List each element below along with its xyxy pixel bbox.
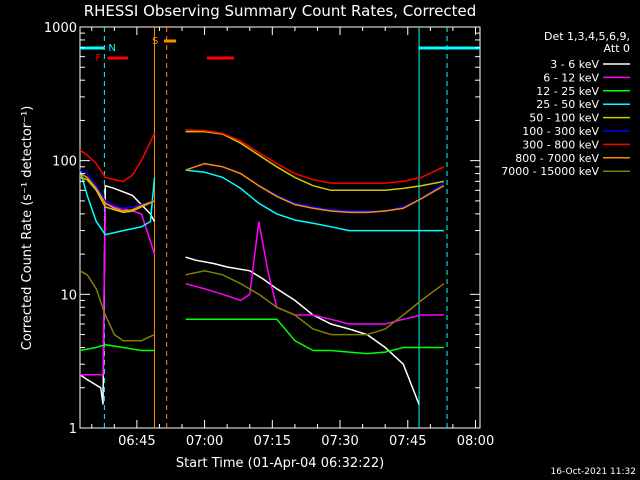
legend-label: 25 - 50 keV <box>536 98 599 111</box>
y-axis-label: Corrected Count Rate (s⁻¹ detector⁻¹) <box>20 106 35 351</box>
series-line <box>79 318 444 355</box>
y-tick-label: 1000 <box>44 21 77 36</box>
flag-label-s: S <box>152 36 158 47</box>
x-tick-label: 07:45 <box>389 434 426 449</box>
series-line <box>79 169 444 236</box>
plot-frame <box>79 26 481 429</box>
y-tick-label: 10 <box>60 288 77 303</box>
series-line <box>79 130 445 214</box>
x-tick-label: 07:00 <box>186 434 223 449</box>
legend-label: 12 - 25 keV <box>536 85 599 98</box>
legend-label: 3 - 6 keV <box>550 58 599 71</box>
x-tick-label: 07:30 <box>321 434 358 449</box>
x-tick-label: 08:00 <box>457 434 494 449</box>
legend-label: 7000 - 15000 keV <box>501 165 599 178</box>
x-axis-label: Start Time (01-Apr-04 06:32:22) <box>176 456 384 471</box>
x-tick-label: 07:15 <box>254 434 291 449</box>
legend-header-line1: Det 1,3,4,5,6,9, <box>544 30 630 43</box>
legend-label: 6 - 12 keV <box>543 71 599 84</box>
series-lines <box>79 129 445 405</box>
chart-title: RHESSI Observing Summary Count Rates, Co… <box>84 2 477 20</box>
y-tick-label: 100 <box>52 155 77 170</box>
timestamp: 16-Oct-2021 11:32 <box>551 467 636 477</box>
flag-label-f: F <box>96 53 102 64</box>
legend-header-line2: Att 0 <box>604 42 630 55</box>
series-line <box>79 129 445 184</box>
legend-label: 300 - 800 keV <box>522 138 599 151</box>
series-line <box>79 270 445 342</box>
legend-label: 100 - 300 keV <box>522 125 599 138</box>
series-line <box>79 184 420 405</box>
x-tick-label: 06:45 <box>118 434 155 449</box>
y-axis: 1 10 100 1000 <box>44 21 480 437</box>
y-tick-label: 1 <box>69 422 77 437</box>
legend-label: 800 - 7000 keV <box>515 152 599 165</box>
flag-label-n: N <box>108 43 115 54</box>
series-line <box>79 162 445 214</box>
flag-bars: FN S <box>80 36 480 64</box>
legend-label: 50 - 100 keV <box>529 112 599 125</box>
vertical-markers <box>103 27 448 428</box>
x-axis: 06:45 07:00 07:15 07:30 07:45 08:00 <box>91 27 494 449</box>
